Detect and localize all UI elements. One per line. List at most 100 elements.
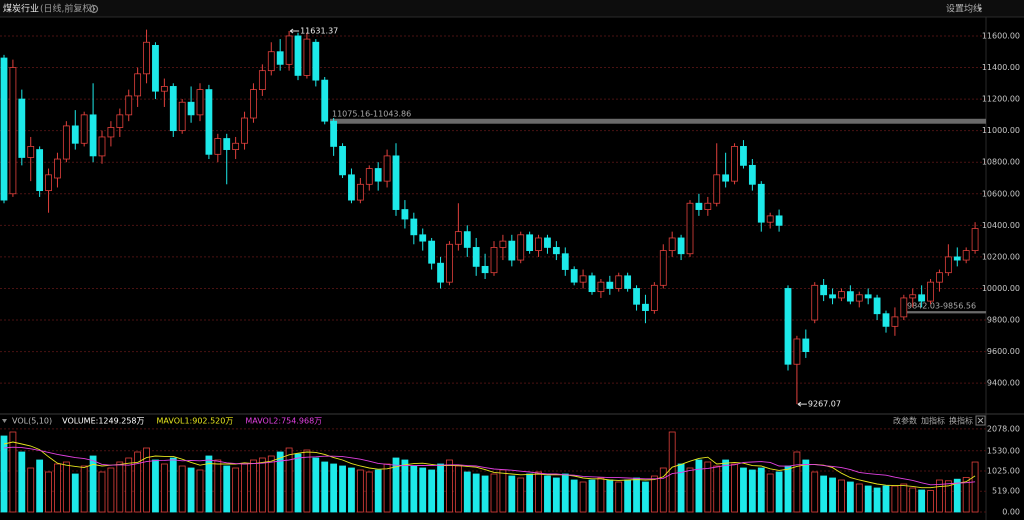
candle-body (294, 35, 302, 76)
volume-bar (713, 465, 721, 513)
volume-bar (241, 463, 248, 513)
candle-body (419, 234, 427, 242)
candle-body (383, 155, 391, 182)
volume-bar (437, 463, 444, 513)
volume-bar (321, 461, 329, 513)
volume-bar (793, 451, 801, 513)
panel-button[interactable]: 加指标 (921, 416, 945, 426)
dropdown-caret (978, 8, 982, 11)
volume-bar (552, 477, 560, 513)
candle-body (348, 174, 355, 201)
volume-bar (873, 487, 881, 513)
volume-bar (838, 479, 845, 513)
volume-bar (383, 463, 391, 513)
volume-bar (829, 477, 836, 513)
candle-body (214, 138, 222, 155)
volume-bar (18, 451, 26, 513)
volume-bar (668, 431, 676, 513)
volume-bar (232, 467, 240, 513)
volume-bar (9, 431, 17, 513)
candle-body (829, 294, 836, 299)
volume-bar (864, 485, 872, 513)
volume-bar (223, 465, 231, 513)
candle-body (392, 155, 400, 210)
volume-bar (330, 463, 338, 513)
volume-bar (348, 467, 355, 513)
candle-body (766, 215, 774, 223)
volume-bar (143, 447, 150, 513)
volume-bar (454, 465, 462, 513)
volume-bar (757, 467, 765, 513)
volume-bar (855, 483, 863, 513)
volume-bar (704, 461, 712, 513)
y-tick-label: 11000.00 (982, 126, 1020, 135)
volume-bar (36, 459, 44, 513)
band-label: 9842.03-9856.56 (907, 302, 976, 311)
volume-bar (953, 478, 961, 513)
candle-body (490, 247, 498, 274)
candle-body (125, 95, 133, 116)
candle-body (757, 183, 765, 223)
candle-body (446, 243, 453, 283)
legend-entry: MAVOL2:754.968万 (245, 417, 322, 426)
candle-body (196, 89, 204, 116)
candle-body (374, 168, 382, 182)
candle-body (722, 174, 730, 182)
volume-bar (570, 479, 578, 513)
ma-setting-button[interactable]: 设置均线 (946, 3, 982, 15)
panel-button[interactable]: 换指标 (949, 416, 973, 426)
volume-bar (446, 459, 453, 513)
settings-icon[interactable] (89, 4, 99, 14)
volume-bar (45, 471, 52, 513)
candle-body (517, 234, 525, 261)
panel-button[interactable]: 改参数 (893, 416, 917, 426)
volume-bar (54, 463, 61, 513)
candle-body (659, 250, 667, 286)
volume-bar (909, 487, 917, 513)
volume-bar (116, 461, 124, 513)
volume-bar (89, 455, 97, 513)
candle-body (606, 281, 614, 289)
candle-body (535, 237, 542, 251)
volume-bar (374, 469, 382, 513)
volume-bar (312, 457, 320, 513)
legend-entry: VOLUME:1249.258万 (62, 417, 144, 426)
volume-bar (748, 469, 756, 513)
volume-bar (508, 475, 516, 513)
panel-collapse[interactable] (2, 419, 7, 423)
volume-bar (178, 465, 186, 513)
candle-body (784, 288, 792, 365)
candle-body (873, 297, 881, 315)
volume-bar (303, 449, 311, 513)
min-label: 9267.07 (808, 400, 841, 409)
volume-bar (820, 475, 828, 513)
candle-body (962, 250, 970, 261)
legend-title: VOL(5,10) (12, 417, 52, 426)
y-tick-label: 0.00 (1002, 508, 1020, 517)
candle-body (285, 35, 293, 65)
candle-body (677, 237, 685, 255)
candle-body (695, 202, 703, 210)
volume-bar (944, 480, 952, 513)
volume-bar (356, 469, 364, 513)
volume-bar (267, 455, 275, 513)
volume-bar (481, 475, 489, 513)
candle-body (909, 294, 917, 299)
volume-bar (71, 473, 79, 513)
candle-body (713, 174, 721, 204)
volume-bar (962, 477, 970, 513)
close-panel[interactable] (975, 415, 986, 426)
volume-bar (472, 473, 480, 513)
volume-bar (160, 463, 168, 513)
candle-body (401, 209, 409, 220)
candle-body (704, 202, 712, 210)
candle-body (864, 294, 872, 299)
candle-body (508, 240, 516, 261)
volume-bar (740, 467, 747, 513)
candle-body (80, 114, 88, 144)
volume-bar (517, 477, 525, 513)
candle-body (356, 183, 364, 201)
candle-body (45, 174, 52, 192)
y-tick-label: 10800.00 (982, 158, 1020, 167)
